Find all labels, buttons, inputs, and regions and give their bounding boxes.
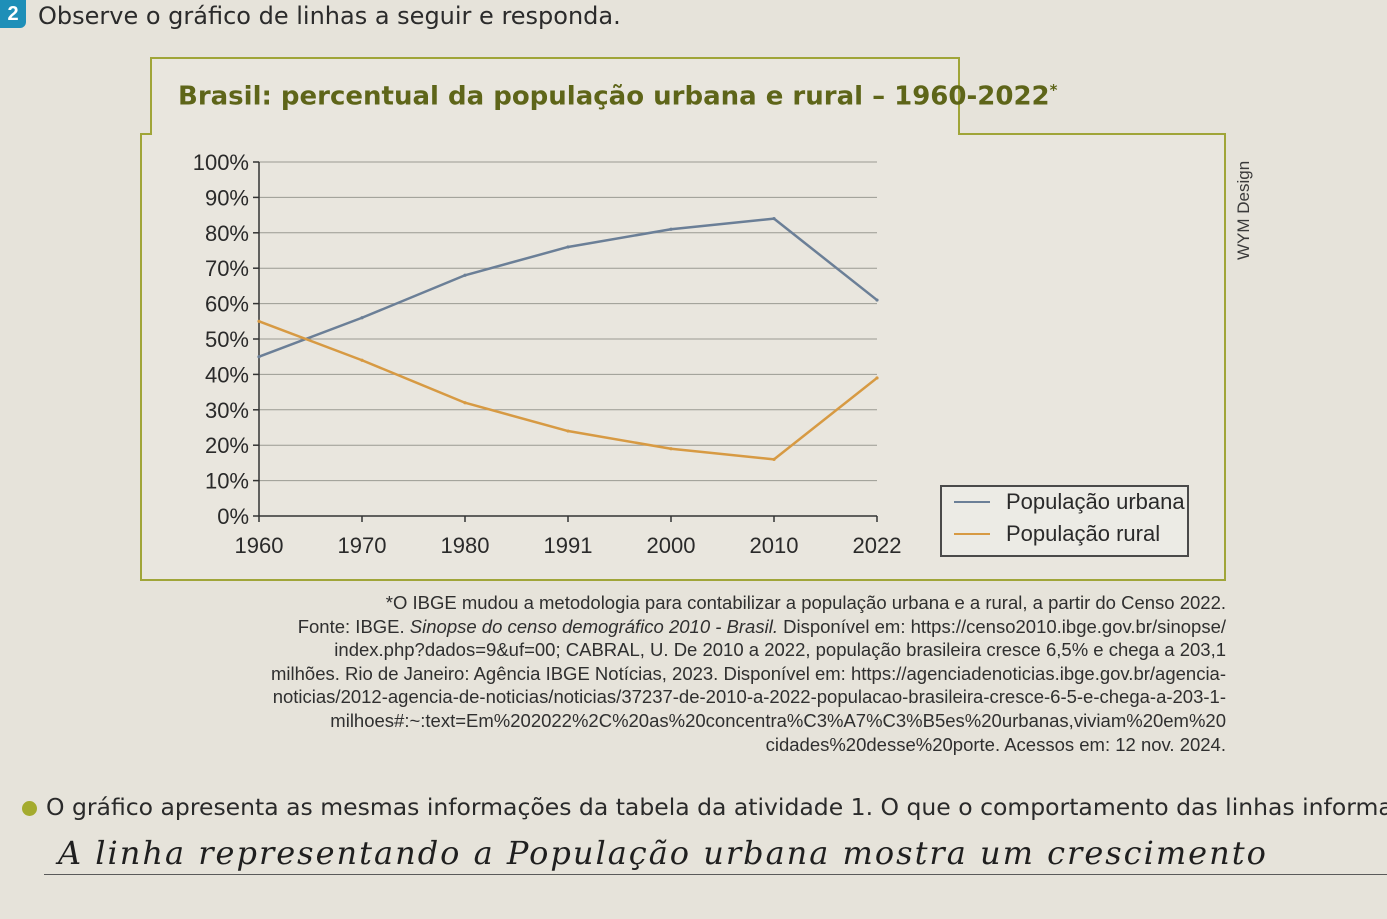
question-text: O gráfico apresenta as mesmas informaçõe… <box>46 793 1387 821</box>
source-line-4: noticias/2012-agencia-de-noticias/notici… <box>272 686 1226 708</box>
x-tick-label: 1960 <box>235 533 284 558</box>
data-point-urbana <box>257 355 261 359</box>
line-chart: 0% 10% 20% 30% 40% 50% 60% 70% 80% 90% 100% 1960 197… <box>193 150 902 558</box>
data-point-rural <box>875 376 879 380</box>
data-point-urbana <box>669 227 673 231</box>
source-notes: *O IBGE mudou a metodologia para contabi… <box>150 591 1226 756</box>
legend-item-urbana: População urbana <box>954 489 1185 515</box>
chart-title-text: Brasil: percentual da população urbana e… <box>178 81 1050 112</box>
data-point-urbana <box>875 298 879 302</box>
question-bullet <box>22 801 37 816</box>
chart-title-box: Brasil: percentual da população urbana e… <box>150 57 1058 135</box>
x-tick-label: 2000 <box>647 533 696 558</box>
source-prefix: Fonte: IBGE. <box>297 615 410 637</box>
legend-swatch-rural <box>954 533 990 535</box>
y-tick-label: 0% <box>217 504 249 529</box>
data-point-rural <box>566 429 570 433</box>
y-tick-label: 10% <box>205 469 249 494</box>
x-tick-label: 2010 <box>750 533 799 558</box>
answer-line <box>44 874 1387 875</box>
source-title: Sinopse do censo demográfico 2010 - Bras… <box>409 615 778 637</box>
data-point-urbana <box>463 273 467 277</box>
x-tick-label: 1991 <box>544 533 593 558</box>
x-tick-label: 2022 <box>853 533 902 558</box>
data-point-rural <box>257 319 261 323</box>
y-tick-label: 70% <box>205 256 249 281</box>
y-tick-label: 30% <box>205 398 249 423</box>
question-number: 2 <box>0 0 26 28</box>
legend-item-rural: População rural <box>954 521 1160 547</box>
x-tick-label: 1970 <box>338 533 387 558</box>
source-line-5: milhoes#:~:text=Em%202022%2C%20as%20conc… <box>330 709 1226 731</box>
data-point-urbana <box>566 245 570 249</box>
footnote: *O IBGE mudou a metodologia para contabi… <box>385 592 1226 613</box>
source-line-1-rest: Disponível em: https://censo2010.ibge.go… <box>777 615 1226 637</box>
series-line-urbana <box>258 217 878 358</box>
y-tick-label: 20% <box>205 433 249 458</box>
data-point-rural <box>772 457 776 461</box>
source-line-6: cidades%20desse%20porte. Acessos em: 12 … <box>765 733 1226 755</box>
legend-swatch-urbana <box>954 501 990 503</box>
chart-legend: População urbana População rural <box>940 485 1189 557</box>
y-tick-label: 40% <box>205 362 249 387</box>
y-tick-label: 60% <box>205 292 249 317</box>
chart-title-mark: * <box>1049 81 1058 99</box>
y-tick-label: 100% <box>193 150 249 175</box>
handwritten-answer: A linha representando a População urbana… <box>58 834 1268 872</box>
data-point-urbana <box>772 217 776 221</box>
data-point-urbana <box>360 316 364 320</box>
source-line-3: milhões. Rio de Janeiro: Agência IBGE No… <box>271 662 1226 684</box>
y-tick-label: 80% <box>205 221 249 246</box>
x-tick-label: 1980 <box>441 533 490 558</box>
source-line-2: index.php?dados=9&uf=00; CABRAL, U. De 2… <box>334 639 1226 661</box>
legend-label-rural: População rural <box>1006 521 1161 546</box>
instruction-text: Observe o gráfico de linhas a seguir e r… <box>38 2 621 30</box>
chart-frame: 0% 10% 20% 30% 40% 50% 60% 70% 80% 90% 100% 1960 197… <box>140 133 1226 581</box>
series-line-rural <box>258 320 878 461</box>
data-point-rural <box>669 447 673 451</box>
data-point-rural <box>360 358 364 362</box>
legend-label-urbana: População urbana <box>1006 489 1185 514</box>
source-line-1: Fonte: IBGE. Sinopse do censo demográfic… <box>150 615 1226 639</box>
data-point-rural <box>463 401 467 405</box>
design-credit: WYM Design <box>1234 160 1253 260</box>
chart-title: Brasil: percentual da população urbana e… <box>178 81 1058 112</box>
y-tick-label: 90% <box>205 185 249 210</box>
y-tick-label: 50% <box>205 327 249 352</box>
